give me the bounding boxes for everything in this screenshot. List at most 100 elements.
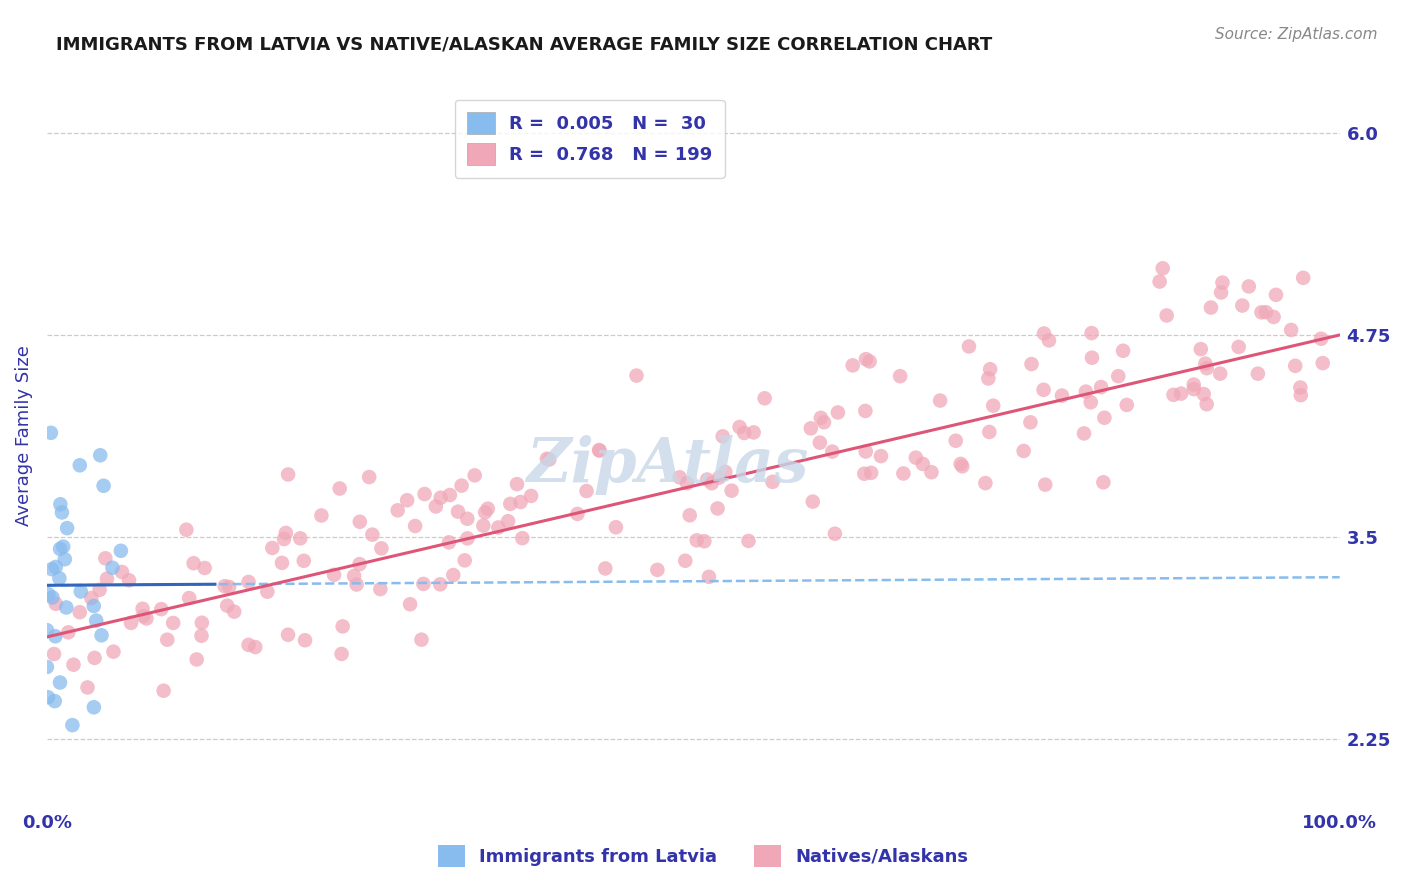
Point [1149, 275, 1171, 289]
Point [332, 619, 354, 633]
Point [506, 477, 529, 491]
Point [981, 399, 1004, 413]
Point [238, 638, 260, 652]
Point [855, 352, 877, 367]
Point [911, 457, 934, 471]
Point [1284, 359, 1306, 373]
Point [110, 543, 132, 558]
Point [84, 614, 107, 628]
Point [1194, 357, 1216, 371]
Point [262, 541, 284, 555]
Point [49, 675, 72, 690]
Point [76, 681, 98, 695]
Point [120, 615, 142, 630]
Point [1247, 367, 1270, 381]
Point [349, 515, 371, 529]
Point [413, 487, 436, 501]
Point [37, 587, 59, 601]
Point [1265, 288, 1288, 302]
Point [90, 628, 112, 642]
Point [55, 600, 77, 615]
Point [131, 601, 153, 615]
Point [1170, 386, 1192, 401]
Point [94, 551, 117, 566]
Point [1195, 361, 1218, 376]
Point [343, 569, 366, 583]
Point [821, 444, 844, 458]
Point [101, 560, 124, 574]
Point [311, 508, 333, 523]
Point [859, 354, 882, 368]
Point [103, 645, 125, 659]
Point [929, 393, 952, 408]
Point [1182, 382, 1205, 396]
Point [706, 501, 728, 516]
Point [1312, 356, 1334, 370]
Point [1209, 367, 1232, 381]
Point [89, 582, 111, 597]
Point [567, 507, 589, 521]
Point [1289, 380, 1312, 394]
Point [111, 565, 134, 579]
Point [447, 505, 470, 519]
Point [387, 503, 409, 517]
Point [411, 632, 433, 647]
Point [575, 483, 598, 498]
Point [1032, 383, 1054, 397]
Point [370, 582, 392, 596]
Point [80, 591, 103, 605]
Point [1279, 323, 1302, 337]
Point [44, 694, 66, 708]
Point [456, 532, 478, 546]
Point [536, 451, 558, 466]
Point [808, 435, 831, 450]
Point [256, 584, 278, 599]
Point [176, 523, 198, 537]
Point [676, 476, 699, 491]
Point [979, 362, 1001, 376]
Point [1107, 369, 1129, 384]
Point [800, 421, 823, 435]
Point [49, 541, 72, 556]
Point [824, 526, 846, 541]
Point [454, 553, 477, 567]
Point [1310, 332, 1333, 346]
Point [361, 527, 384, 541]
Point [44, 629, 66, 643]
Point [429, 491, 451, 505]
Point [412, 577, 434, 591]
Point [1250, 305, 1272, 319]
Point [1254, 305, 1277, 319]
Point [135, 611, 157, 625]
Point [673, 554, 696, 568]
Point [56, 521, 79, 535]
Point [330, 647, 353, 661]
Point [754, 392, 776, 406]
Point [41, 591, 63, 605]
Text: IMMIGRANTS FROM LATVIA VS NATIVE/ALASKAN AVERAGE FAMILY SIZE CORRELATION CHART: IMMIGRANTS FROM LATVIA VS NATIVE/ALASKAN… [56, 36, 993, 54]
Point [273, 532, 295, 546]
Point [439, 488, 461, 502]
Point [737, 533, 759, 548]
Point [1050, 389, 1073, 403]
Point [190, 629, 212, 643]
Point [62, 657, 84, 672]
Point [464, 468, 486, 483]
Point [1211, 276, 1233, 290]
Point [595, 561, 617, 575]
Point [472, 518, 495, 533]
Point [245, 640, 267, 654]
Point [45, 560, 67, 574]
Point [359, 470, 381, 484]
Point [870, 449, 893, 463]
Point [45, 597, 67, 611]
Point [1199, 301, 1222, 315]
Point [728, 420, 751, 434]
Point [179, 591, 201, 605]
Point [48, 571, 70, 585]
Point [425, 500, 447, 514]
Point [979, 425, 1001, 439]
Point [1115, 398, 1137, 412]
Point [274, 525, 297, 540]
Text: ZipAtlas: ZipAtlas [526, 435, 808, 495]
